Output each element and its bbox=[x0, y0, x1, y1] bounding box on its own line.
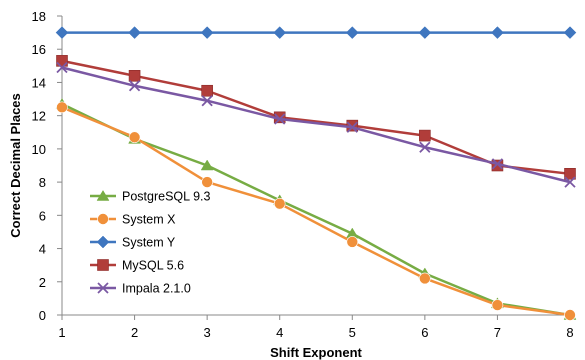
legend: PostgreSQL 9.3 System X System Y MySQL 5.6 I… bbox=[90, 190, 211, 296]
x-tick-label: 3 bbox=[204, 325, 211, 340]
data-point bbox=[56, 101, 68, 114]
data-point bbox=[55, 26, 69, 39]
series-system-x bbox=[56, 101, 576, 321]
x-stroke bbox=[128, 80, 141, 92]
series-line bbox=[61, 66, 571, 184]
x-stroke bbox=[491, 158, 504, 170]
x-axis-title: Shift Exponent bbox=[270, 345, 362, 360]
y-tick-label: 10 bbox=[32, 142, 46, 157]
data-point bbox=[128, 70, 141, 82]
data-point bbox=[491, 299, 504, 311]
x-tick-label: 5 bbox=[349, 325, 356, 340]
y-tick-label: 14 bbox=[32, 75, 46, 90]
legend-label: MySQL 5.6 bbox=[122, 259, 184, 273]
legend-item: System Y bbox=[90, 236, 176, 250]
x-stroke bbox=[346, 121, 358, 133]
series-line bbox=[61, 106, 571, 317]
legend-item: System X bbox=[90, 213, 176, 227]
y-tick-label: 0 bbox=[39, 308, 46, 323]
data-point bbox=[274, 113, 286, 125]
x-stroke bbox=[419, 141, 431, 153]
y-tick-label: 6 bbox=[39, 208, 46, 223]
data-point bbox=[201, 84, 213, 97]
data-point bbox=[273, 197, 286, 210]
y-tick-label: 4 bbox=[39, 242, 46, 257]
legend-label: System Y bbox=[122, 236, 176, 250]
legend-item: PostgreSQL 9.3 bbox=[90, 190, 211, 204]
x-tick-label: 4 bbox=[276, 325, 283, 340]
data-point bbox=[419, 272, 431, 285]
x-stroke bbox=[97, 282, 109, 294]
data-point bbox=[128, 80, 141, 92]
legend-marker bbox=[97, 282, 109, 294]
series-group bbox=[55, 26, 577, 321]
series-mysql-5-6 bbox=[56, 55, 576, 180]
data-point bbox=[128, 131, 141, 144]
x-tick-label: 7 bbox=[494, 325, 501, 340]
data-point bbox=[419, 141, 431, 153]
data-point bbox=[564, 168, 576, 180]
x-stroke bbox=[564, 176, 576, 188]
data-point bbox=[56, 61, 68, 74]
data-point bbox=[346, 121, 358, 133]
legend-label: Impala 2.1.0 bbox=[122, 282, 191, 296]
data-point bbox=[563, 26, 577, 39]
data-point bbox=[200, 26, 214, 39]
legend-marker bbox=[96, 235, 110, 249]
data-point bbox=[564, 176, 576, 188]
data-point bbox=[201, 176, 213, 188]
data-point bbox=[564, 309, 576, 321]
y-axis-title: Correct Decimal Places bbox=[8, 93, 23, 238]
data-point bbox=[491, 26, 504, 39]
data-point bbox=[491, 158, 504, 170]
legend-label: System X bbox=[122, 213, 176, 227]
legend-marker bbox=[96, 190, 110, 201]
y-tick-label: 2 bbox=[39, 275, 46, 290]
x-tick-label: 8 bbox=[566, 325, 573, 340]
data-point bbox=[418, 26, 432, 39]
x-stroke bbox=[201, 95, 213, 107]
data-point bbox=[201, 95, 213, 107]
data-point bbox=[273, 26, 287, 39]
data-point bbox=[128, 26, 141, 39]
y-tick-label: 18 bbox=[32, 9, 46, 24]
x-stroke bbox=[274, 113, 286, 125]
y-tick-label: 8 bbox=[39, 175, 46, 190]
data-point bbox=[419, 129, 431, 142]
series-system-y bbox=[55, 26, 577, 39]
x-tick-label: 1 bbox=[58, 325, 65, 340]
data-point bbox=[345, 26, 359, 39]
y-tick-label: 16 bbox=[32, 42, 46, 57]
legend-label: PostgreSQL 9.3 bbox=[122, 190, 211, 204]
data-point bbox=[346, 236, 359, 248]
data-point bbox=[200, 159, 214, 171]
legend-item: Impala 2.1.0 bbox=[90, 282, 191, 296]
series-impala-2-1-0 bbox=[56, 61, 576, 188]
legend-marker bbox=[97, 213, 109, 225]
x-tick-label: 6 bbox=[421, 325, 428, 340]
legend-item: MySQL 5.6 bbox=[90, 259, 184, 273]
x-stroke bbox=[56, 61, 68, 74]
x-tick-label: 2 bbox=[131, 325, 138, 340]
y-tick-label: 12 bbox=[32, 109, 46, 124]
legend-marker bbox=[97, 259, 109, 271]
